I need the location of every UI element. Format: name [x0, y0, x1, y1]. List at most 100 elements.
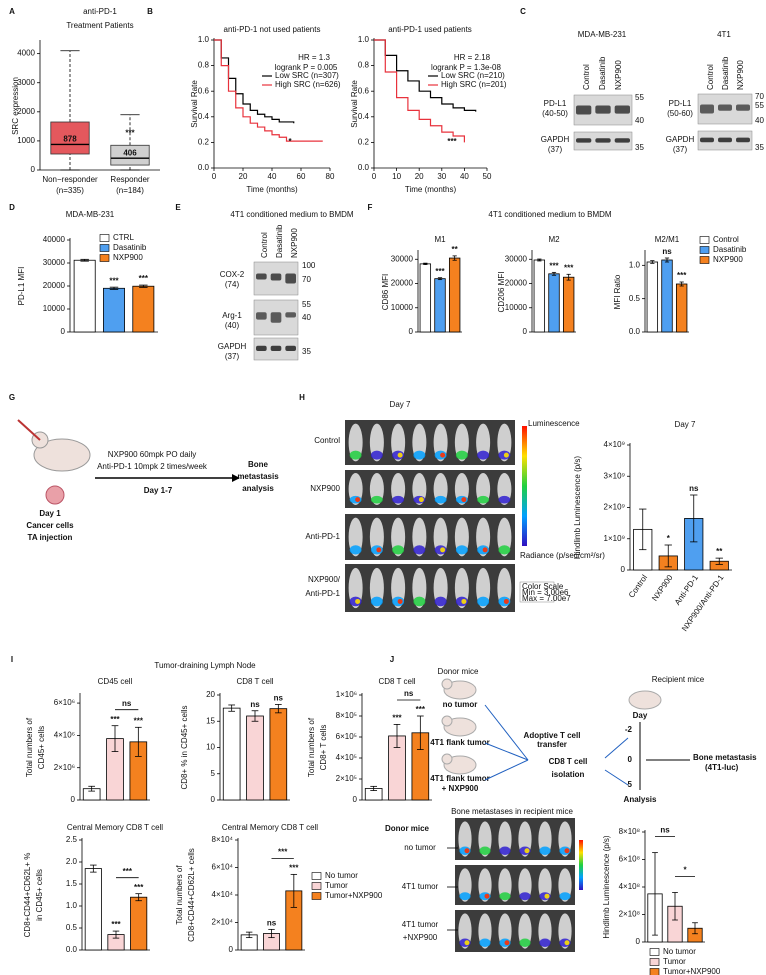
panel-letter: F	[368, 203, 373, 212]
chart-title: CD8 T cell	[236, 677, 273, 686]
y-tick-label: 2×10⁴	[212, 918, 234, 927]
signal-blob	[479, 846, 491, 855]
annotation: logrank P = 1.3e-08	[431, 63, 501, 72]
y-axis-label: CD8+ T cells	[319, 725, 328, 771]
x-tick-label: 0	[372, 172, 377, 181]
y-tick-label: 40000	[43, 235, 66, 244]
x-tick-label: Non−responder	[42, 175, 98, 184]
y-tick-label: 1.0	[198, 35, 210, 44]
label: 4T1 tumor	[402, 882, 439, 891]
y-tick-label: 20	[206, 690, 215, 699]
y-axis-label: CD8+CD44+CD62L+ %	[23, 853, 32, 938]
y-tick-label: 8×10⁵	[336, 711, 357, 720]
y-tick-label: 0.2	[198, 138, 210, 147]
label: Analysis	[624, 795, 657, 804]
label: Min = 3.00e6	[522, 588, 569, 597]
signal-blob	[392, 495, 405, 504]
y-tick-label: 4×10⁸	[619, 882, 640, 891]
legend-label: Low SRC (n=307)	[275, 71, 339, 80]
label: 55	[302, 300, 311, 309]
y-axis-label: SRC expression	[11, 77, 20, 135]
legend-swatch	[311, 892, 322, 900]
blot-band	[736, 137, 750, 143]
signal-blob	[479, 938, 491, 947]
y-tick-label: 1×10⁹	[604, 534, 625, 543]
y-tick-label: 0.6	[198, 86, 210, 95]
legend-label: NXP900	[713, 255, 743, 264]
chart-title: MDA-MB-231	[66, 210, 115, 219]
signal-blob	[370, 450, 383, 460]
label: GAPDH	[541, 135, 570, 144]
label: NXP900	[736, 60, 745, 90]
y-axis-label: CD8+CD44+CD62L+ cells	[187, 848, 196, 942]
bar	[548, 273, 560, 333]
signal-blob	[544, 893, 550, 899]
signal-blob	[455, 450, 468, 460]
label: 4T1 flank tumor	[430, 738, 490, 747]
y-tick-label: 6×10⁴	[212, 863, 234, 872]
y-tick-label: 2.0	[66, 857, 78, 866]
y-tick-label: 10000	[391, 303, 414, 312]
y-tick-label: 0.8	[358, 61, 370, 70]
label: (37)	[548, 145, 563, 154]
legend-label: Tumor	[663, 957, 686, 966]
y-axis-label: Hindlimb Luminescence (p/s)	[602, 835, 611, 938]
bar	[448, 257, 461, 333]
label: Bone metastases in recipient mice	[451, 807, 573, 816]
bar	[222, 707, 241, 801]
panel-letter: J	[390, 655, 394, 664]
chart-title: anti-PD-1 used patients	[388, 25, 472, 34]
y-tick-label: 0.0	[66, 945, 78, 954]
significance: ***	[549, 261, 559, 270]
legend-swatch	[699, 246, 710, 254]
label: (37)	[225, 352, 240, 361]
y-axis-label: Hindlimb Luminescence (p/s)	[573, 456, 582, 559]
label: 4T1 flank tumor	[430, 774, 490, 783]
arrow-head	[232, 474, 240, 482]
mouse-icon	[441, 753, 453, 765]
y-tick-label: 1.0	[358, 35, 370, 44]
y-tick-label: 3×10⁹	[604, 471, 625, 480]
x-tick-label: 80	[326, 172, 335, 181]
y-tick-label: 0	[523, 327, 528, 336]
bar	[132, 285, 155, 333]
blot-band	[256, 273, 267, 280]
panel-letter: A	[9, 7, 15, 16]
signal-blob	[461, 497, 467, 503]
x-tick-label: Anti-PD-1	[673, 573, 701, 607]
y-tick-label: 4×10⁶	[54, 730, 75, 739]
panel-letter: E	[175, 203, 181, 212]
signal-blob	[498, 495, 511, 504]
legend-swatch	[311, 882, 322, 890]
blot-band	[256, 312, 267, 320]
legend-label: Tumor+NXP900	[663, 967, 721, 975]
bar	[419, 263, 432, 333]
label: Anti-PD-1 10mpk 2 times/week	[97, 462, 208, 471]
x-tick-label: 40	[460, 172, 469, 181]
signal-blob	[349, 545, 362, 555]
label: GAPDH	[218, 342, 247, 351]
blot-band	[614, 105, 630, 114]
label: isolation	[552, 770, 585, 779]
y-tick-label: 0	[636, 937, 641, 946]
signal-blob	[434, 495, 447, 504]
significance: ns	[662, 247, 672, 256]
blot-band	[736, 104, 750, 111]
x-tick-label: (n=335)	[56, 186, 84, 195]
signal-blob	[392, 545, 405, 555]
blot-band	[595, 105, 611, 114]
label: Anti-PD-1	[305, 532, 340, 541]
label: transfer	[537, 740, 567, 749]
label: (40-50)	[542, 109, 568, 118]
bar	[434, 278, 446, 333]
y-axis-label: in CD45+ cells	[35, 869, 44, 921]
chart-title: anti-PD-1	[83, 7, 117, 16]
y-tick-label: 10000	[505, 303, 528, 312]
legend-label: Tumor+NXP900	[325, 891, 383, 900]
signal-blob	[539, 846, 551, 855]
label: 4T1 tumor	[402, 920, 439, 929]
label: 5	[628, 780, 633, 789]
y-tick-label: 1×10⁶	[336, 690, 357, 699]
y-tick-label: 3000	[17, 78, 35, 87]
blot-band	[270, 345, 282, 351]
